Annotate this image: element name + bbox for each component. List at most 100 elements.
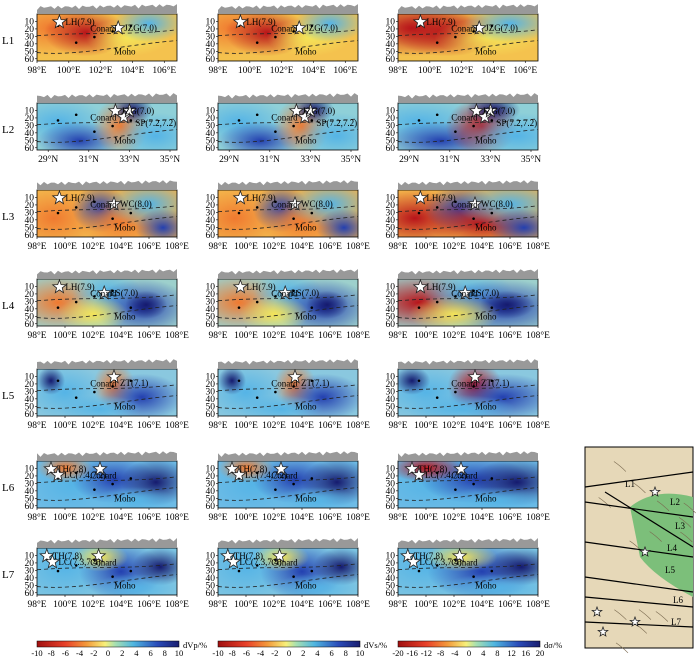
x-tick-label: 104°E [109,241,133,252]
profile-label: Moho [295,402,317,412]
colorbar-tick: 0 [106,648,110,658]
hypocenter-dot [418,570,421,573]
hypocenter-dot [436,206,439,209]
hypocenter-dot [454,36,457,39]
y-tick-label: 60 [25,410,35,420]
colorbar-label: dVs/% [364,640,387,650]
profile-label: Moho [475,581,497,591]
y-tick-label: 60 [206,589,216,599]
x-tick-label: 102°E [270,65,294,76]
topography-strip [37,359,177,368]
colorbar-tick: 2 [301,648,305,658]
profile-label: Conard [90,289,117,299]
x-tick-label: 108°E [526,241,550,252]
topography-strip [398,4,538,13]
hypocenter-dot [491,570,494,573]
y-tick-label: 60 [386,589,396,599]
x-tick-label: 104°E [290,330,314,341]
topography-strip [218,269,358,278]
profile-panel-l2-1: JZG(7.0)ConardSP(7.2,7.2)Moho10203040506… [9,93,198,165]
x-tick-label: 102°E [442,330,466,341]
x-tick-label: 102°E [262,512,286,523]
colorbar-tick: 6 [329,648,333,658]
topography-strip [398,180,538,189]
hypocenter-dot [274,130,277,133]
hypocenter-dot [472,483,475,486]
x-tick-label: 31°N [260,154,280,165]
profile-label: Conard [271,200,298,210]
hypocenter-dot [274,488,277,491]
x-tick-label: 102°E [442,241,466,252]
x-tick-label: 98°E [388,420,407,431]
x-tick-label: 33°N [480,154,500,165]
colorbar-tick: 2 [120,648,124,658]
colorbar-tick: -4 [76,648,84,658]
map-label-l5: L5 [665,565,675,575]
map-label-l6: L6 [673,595,683,605]
topography-strip [398,451,538,460]
x-tick-label: 29°N [219,154,239,165]
x-tick-label: 100°E [238,65,262,76]
x-tick-label: 108°E [526,420,550,431]
colorbar-tick: 10 [356,648,365,658]
profile-label: Moho [295,47,317,57]
colorbar-tick: 4 [315,648,320,658]
hypocenter-dot [130,570,133,573]
profile-panel-l4-3: LH(7.9) LS(7.0)Conard Moho 10203040506098°E… [355,269,566,341]
profile-label: Conard [451,289,478,299]
profile-label: Moho [475,47,497,57]
x-tick-label: 98°E [27,420,46,431]
profile-panel-l7-1: TH(7.8)LC(7.3,7.4)ConardMoho102030405060… [16,534,189,610]
x-tick-label: 98°E [208,330,227,341]
profile-label: Conard [451,113,478,123]
profile-label: Conard [271,379,298,389]
colorbar-tick: 0 [467,648,471,658]
profile-panel-l6-1: TH(7.8)LC(7.4,7.2)ConardMoho102030405060… [23,451,191,523]
x-tick-label: 102°E [262,241,286,252]
x-tick-label: 106°E [318,512,342,523]
profile-label: Conard [90,24,117,34]
x-tick-label: 108°E [346,330,370,341]
y-tick-label: 60 [386,320,396,330]
y-tick-label: 60 [206,320,216,330]
x-tick-label: 35°N [160,154,180,165]
colorbar-tick: -6 [62,648,69,658]
hypocenter-dot [274,36,277,39]
x-tick-label: 100°E [414,330,438,341]
x-tick-label: 104°E [109,330,133,341]
profile-panel-l6-2: TH(7.8)LC(7.4,7.2)ConardMoho102030405060… [204,451,372,523]
hypocenter-dot [472,575,475,578]
colorbar-label: dσ/% [544,640,562,650]
profile-panel-l2-2: JZG(7.0) Conard SP(7.2,7.2) Moho 10203040506… [190,93,379,165]
hypocenter-dot [75,301,78,304]
x-tick-label: 102°E [89,65,113,76]
topography-strip [37,93,177,102]
profile-panel-l3-1: LH(7.9)WC(8.0)ConardMoho10203040506098°E… [12,180,191,252]
x-tick-label: 102°E [442,512,466,523]
profile-panel-l3-3: LH(7.9)WC(8.0)ConardMoho10203040506098°E… [360,180,564,252]
x-tick-label: 100°E [53,599,77,610]
hypocenter-dot [292,575,295,578]
x-tick-label: 106°E [137,599,161,610]
profile-label: Conard [451,200,478,210]
profile-label: Conard [90,558,117,568]
topography-strip [37,180,177,189]
profile-label: Moho [475,312,497,322]
x-tick-label: 102°E [81,241,105,252]
profile-label: ZT(7.1) [301,378,329,388]
x-tick-label: 106°E [137,330,161,341]
profile-label: Moho [475,223,497,233]
profile-panel-l1-2: LH(7.9)JZG(7.0)ConardMoho10203040506098°… [183,0,372,76]
hypocenter-dot [491,477,494,480]
colorbar-tick: -16 [407,648,418,658]
hypocenter-dot [57,570,60,573]
row-label-l5: L5 [2,390,15,402]
profile-panel-l7-3: TH(7.8)LC(7.3,7.4)ConardMoho102030405060… [362,534,557,610]
y-tick-label: 60 [25,231,35,241]
x-tick-label: 104°E [290,599,314,610]
y-tick-label: 60 [386,144,396,154]
velocity-field [9,270,191,336]
x-tick-label: 104°E [470,330,494,341]
x-tick-label: 102°E [81,330,105,341]
colorbar-tick: -10 [212,648,223,658]
